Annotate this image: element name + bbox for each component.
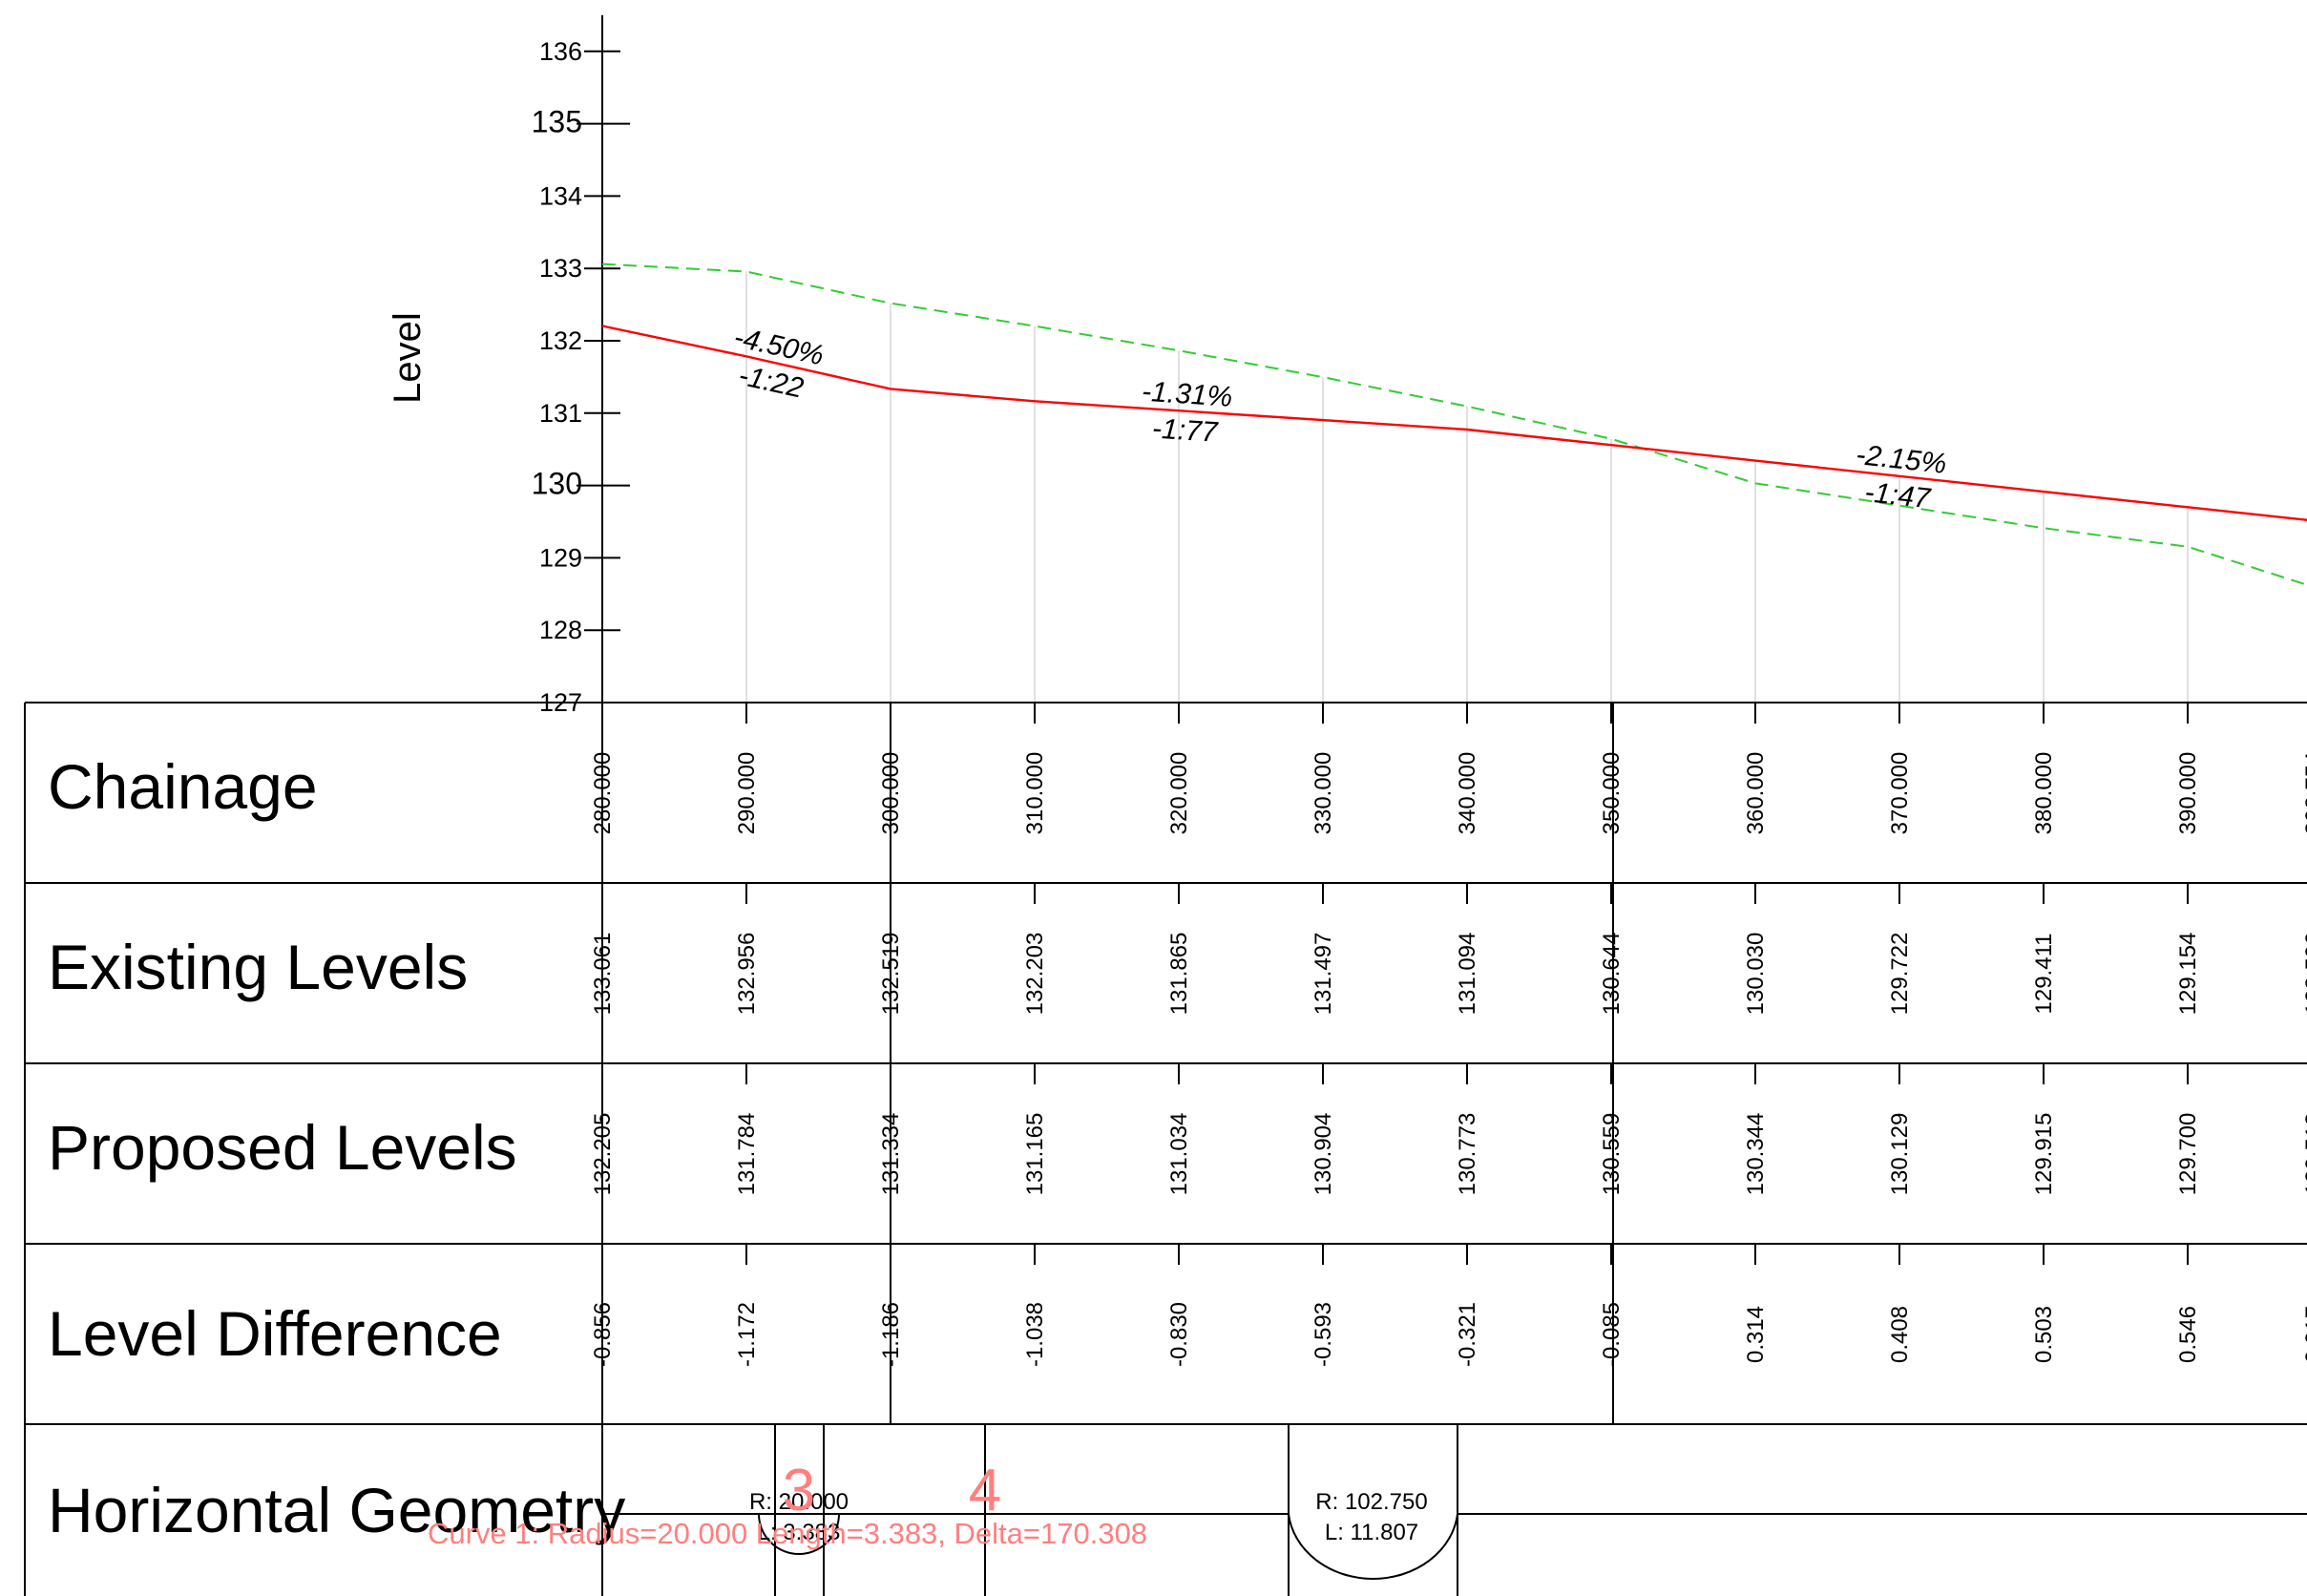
y-tick-label: 129 — [539, 543, 582, 572]
plot-series — [602, 264, 2307, 587]
cell-proposed: 130.904 — [1311, 1113, 1336, 1196]
cell-chainage: 370.000 — [1887, 752, 1913, 835]
curve-2-symbol: R: 102.750 L: 11.807 — [1289, 1424, 1458, 1596]
y-tick-label: 130 — [532, 467, 582, 501]
cell-chainage: 280.000 — [590, 752, 616, 835]
cell-proposed: 132.205 — [590, 1113, 616, 1196]
vertical-grid-lines — [602, 264, 2307, 703]
row-title-level-difference: Level Difference — [48, 1298, 502, 1369]
cell-chainage: 300.000 — [878, 752, 904, 835]
band-table-cells: 280.000 133.061 132.205 -0.856 290.000 132.95… — [590, 703, 2307, 1367]
cell-existing: 128.596 — [2301, 933, 2307, 1016]
cell-chainage: 350.000 — [1599, 752, 1625, 835]
grade-ratio-label: -1:47 — [1863, 476, 1933, 514]
cell-difference: -1.172 — [734, 1302, 760, 1367]
cell-difference: 0.503 — [2031, 1306, 2057, 1363]
cell-existing: 131.497 — [1311, 933, 1336, 1016]
cell-chainage: 380.000 — [2031, 752, 2057, 835]
cell-difference: -0.830 — [1166, 1302, 1192, 1367]
cell-chainage: 290.000 — [734, 752, 760, 835]
row-title-chainage: Chainage — [48, 751, 318, 822]
cell-proposed: 130.129 — [1887, 1113, 1913, 1196]
y-tick-label: 131 — [539, 399, 582, 428]
proposed-level-line — [602, 326, 2307, 520]
cell-difference: -0.321 — [1455, 1302, 1480, 1367]
y-tick-label: 132 — [539, 326, 582, 355]
cell-proposed: 129.700 — [2175, 1113, 2201, 1196]
cell-chainage: 390.000 — [2175, 752, 2201, 835]
grade-ratio-label: -1:77 — [1151, 412, 1220, 448]
cell-existing: 133.061 — [590, 933, 616, 1016]
cell-existing: 131.094 — [1455, 933, 1480, 1016]
row-title-existing-levels: Existing Levels — [48, 932, 468, 1002]
cell-existing: 129.154 — [2175, 933, 2201, 1016]
grade-percent-label: -1.31% — [1141, 376, 1233, 413]
existing-ground-line — [602, 264, 2307, 587]
cell-chainage: 360.000 — [1743, 752, 1769, 835]
cell-proposed: 129.513 — [2301, 1113, 2307, 1196]
y-tick-label: 133 — [539, 254, 582, 283]
cell-proposed: 131.334 — [878, 1113, 904, 1196]
cell-proposed: 131.784 — [734, 1113, 760, 1196]
cell-proposed: 130.344 — [1743, 1113, 1769, 1196]
cell-difference: -0.085 — [1599, 1302, 1625, 1367]
y-tick-label: 134 — [539, 181, 582, 210]
curve-2-length-label: L: 11.807 — [1325, 1520, 1418, 1545]
row-title-proposed-levels: Proposed Levels — [48, 1112, 517, 1183]
horizontal-geometry-band: R: 20.000 L: 3.383 R: 102.750 L: 11.807 … — [428, 1424, 2307, 1596]
cell-difference: 0.917 — [2301, 1306, 2307, 1363]
y-axis-title: Level — [387, 312, 429, 404]
cell-proposed: 131.034 — [1166, 1113, 1192, 1196]
cell-existing: 130.644 — [1599, 933, 1625, 1016]
y-tick-label: 136 — [539, 37, 582, 66]
cell-chainage: 340.000 — [1455, 752, 1480, 835]
cell-proposed: 129.915 — [2031, 1113, 2057, 1196]
cell-proposed: 130.559 — [1599, 1113, 1625, 1196]
cell-existing: 131.865 — [1166, 933, 1192, 1016]
cell-existing: 129.411 — [2031, 934, 2057, 1015]
cell-difference: -1.186 — [878, 1302, 904, 1367]
cell-chainage: 320.000 — [1166, 752, 1192, 835]
cell-difference: -1.038 — [1022, 1302, 1048, 1367]
cell-existing: 130.030 — [1743, 933, 1769, 1016]
cell-proposed: 130.773 — [1455, 1113, 1480, 1196]
grade-annotations: -4.50% -1:22 -1.31% -1:77 -2.15% -1:47 — [724, 322, 1948, 516]
grade-annotation-1: -4.50% -1:22 — [724, 322, 827, 408]
cell-chainage: 310.000 — [1022, 752, 1048, 835]
curve-annotation-note: Curve 1: Radius=20.000 Length=3.383, Del… — [428, 1517, 1147, 1550]
cell-difference: -0.856 — [590, 1302, 616, 1367]
cell-difference: 0.408 — [1887, 1306, 1913, 1363]
band-table: Chainage Existing Levels Proposed Levels… — [25, 703, 2307, 1596]
y-tick-label: 128 — [539, 616, 582, 644]
cell-chainage: 398.754 — [2301, 752, 2307, 835]
cell-existing: 132.519 — [878, 933, 904, 1016]
pi-number-3: 3 — [783, 1458, 815, 1523]
cell-existing: 129.722 — [1887, 933, 1913, 1016]
cell-proposed: 131.165 — [1022, 1113, 1048, 1196]
cell-existing: 132.956 — [734, 933, 760, 1016]
cell-difference: 0.546 — [2175, 1306, 2201, 1363]
pi-number-4: 4 — [969, 1458, 1001, 1523]
cell-existing: 132.203 — [1022, 933, 1048, 1016]
curve-2-radius-label: R: 102.750 — [1315, 1489, 1427, 1515]
cell-difference: 0.314 — [1743, 1306, 1769, 1363]
cell-chainage: 330.000 — [1311, 752, 1336, 835]
y-tick-label: 135 — [532, 105, 582, 139]
cell-difference: -0.593 — [1311, 1302, 1336, 1367]
